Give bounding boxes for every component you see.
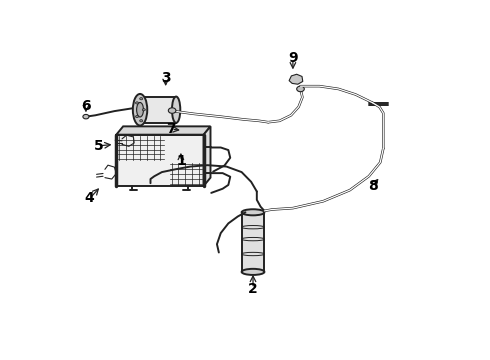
Text: 2: 2	[248, 282, 258, 296]
Circle shape	[140, 120, 143, 122]
Bar	[140, 96, 176, 123]
Ellipse shape	[133, 94, 147, 126]
Text: 9: 9	[288, 51, 298, 66]
Polygon shape	[289, 74, 303, 84]
Circle shape	[142, 109, 146, 111]
Ellipse shape	[242, 209, 265, 215]
Text: 1: 1	[176, 154, 186, 168]
Text: 5: 5	[95, 139, 104, 153]
Circle shape	[83, 114, 89, 119]
Circle shape	[169, 108, 176, 113]
Circle shape	[140, 98, 143, 100]
Text: 8: 8	[368, 179, 377, 193]
Ellipse shape	[242, 269, 265, 275]
Circle shape	[136, 102, 139, 104]
Text: 3: 3	[161, 71, 171, 85]
Text: 4: 4	[85, 192, 95, 206]
Polygon shape	[116, 126, 211, 135]
Polygon shape	[204, 126, 211, 186]
Ellipse shape	[137, 103, 144, 117]
Text: 6: 6	[81, 99, 91, 113]
Ellipse shape	[136, 96, 144, 123]
Circle shape	[297, 86, 304, 92]
Polygon shape	[116, 135, 204, 186]
Ellipse shape	[172, 96, 180, 123]
Text: 7: 7	[167, 122, 176, 136]
Bar	[242, 212, 265, 272]
Circle shape	[136, 116, 139, 118]
